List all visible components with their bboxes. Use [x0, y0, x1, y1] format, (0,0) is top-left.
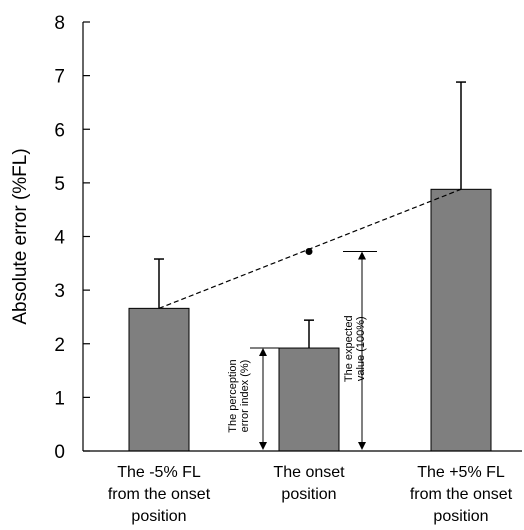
y-tick-label: 5 — [54, 174, 65, 195]
expected-value-label: The expectedvalue (100%) — [343, 315, 367, 382]
perception-error-index-label: The perceptionerror index (%) — [227, 359, 251, 432]
x-tick-label: The +5% FL from the onset position — [410, 464, 513, 525]
bar — [128, 307, 190, 452]
expected-value-label-line: The expected — [343, 315, 355, 382]
x-tick-label-line: from the onset — [410, 486, 513, 503]
y-tick-label: 8 — [54, 13, 65, 34]
expected-value-label-line: value (100%) — [355, 316, 367, 381]
bar — [430, 188, 492, 452]
bar — [278, 347, 340, 452]
annotations: The perceptionerror index (%) The expecte… — [227, 251, 377, 450]
x-tick-label-line: from the onset — [108, 486, 211, 503]
y-tick-label: 0 — [54, 442, 65, 463]
perception-error-index-label-line: error index (%) — [239, 360, 251, 433]
y-tick-labels: 0 1 2 3 4 5 6 7 8 — [54, 13, 65, 463]
x-tick-label-line: position — [433, 508, 488, 525]
y-axis — [82, 21, 90, 452]
x-tick-label: The -5% FL from the onset position — [108, 464, 211, 525]
y-tick-label: 4 — [54, 228, 65, 249]
y-tick-label: 3 — [54, 281, 65, 302]
expected-value-point — [305, 248, 313, 256]
y-tick-label: 7 — [54, 67, 65, 88]
x-tick-label: The onset position — [273, 464, 345, 503]
perception-error-index-label-line: The perception — [227, 359, 239, 432]
y-axis-label: Absolute error (%FL) — [10, 148, 31, 324]
x-tick-label-line: The -5% FL — [117, 464, 201, 481]
y-tick-label: 2 — [54, 335, 65, 356]
y-tick-label: 1 — [54, 388, 65, 409]
x-tick-label-line: The onset — [273, 464, 345, 481]
x-tick-label-line: position — [281, 486, 336, 503]
y-tick-label: 6 — [54, 120, 65, 141]
x-tick-label-line: position — [131, 508, 186, 525]
x-tick-label-line: The +5% FL — [417, 464, 505, 481]
expected-value-line — [158, 188, 462, 309]
error-bars — [154, 81, 466, 349]
